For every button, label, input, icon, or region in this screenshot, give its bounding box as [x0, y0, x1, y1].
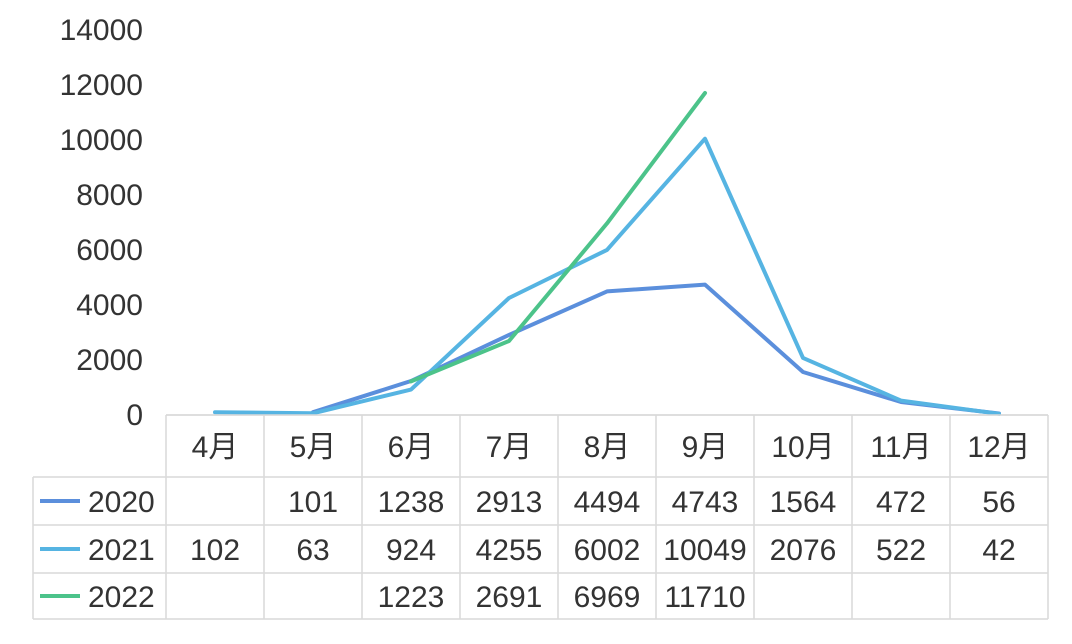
data-value-label: 10049 [663, 534, 746, 567]
y-tick-label: 2000 [76, 344, 143, 377]
y-tick-label: 4000 [76, 289, 143, 322]
legend-label: 2022 [88, 581, 155, 614]
series-2020 [311, 282, 1001, 416]
data-value-label: 1223 [378, 581, 445, 614]
data-value-label: 2913 [476, 486, 543, 519]
data-value-label: 101 [288, 486, 338, 519]
category-label: 11月 [870, 431, 931, 464]
data-value-label: 1238 [378, 486, 445, 519]
plot-area [166, 91, 1048, 416]
data-value-label: 472 [876, 486, 926, 519]
data-value-label: 4494 [574, 486, 641, 519]
y-tick-label: 0 [126, 399, 143, 432]
category-label: 8月 [584, 431, 631, 464]
legend-label: 2021 [88, 534, 155, 567]
data-value-label: 1564 [770, 486, 837, 519]
series-2022 [409, 91, 707, 384]
data-value-label: 4255 [476, 534, 543, 567]
legend-label: 2020 [88, 486, 155, 519]
y-tick-label: 8000 [76, 179, 143, 212]
data-value-label: 2691 [476, 581, 543, 614]
category-label: 5月 [290, 431, 337, 464]
data-value-label: 63 [296, 534, 329, 567]
data-value-label: 522 [876, 534, 926, 567]
y-tick-label: 12000 [60, 69, 143, 102]
category-label: 6月 [388, 431, 435, 464]
data-value-label: 56 [982, 486, 1015, 519]
data-table: 4月 5月 6月 7月 8月 9月 10月 11月 12月 2020 101 1238 2913 4494… [32, 414, 1049, 620]
series-2021 [213, 136, 1001, 416]
category-label: 9月 [682, 431, 729, 464]
category-label: 10月 [771, 431, 834, 464]
category-label: 7月 [486, 431, 533, 464]
data-value-label: 4743 [672, 486, 739, 519]
y-axis: 0 2000 4000 6000 8000 10000 12000 14000 [60, 14, 143, 432]
series-line-2020 [311, 282, 1001, 416]
y-tick-label: 6000 [76, 234, 143, 267]
data-value-label: 2076 [770, 534, 837, 567]
category-label: 4月 [192, 431, 239, 464]
series-line-2021 [213, 136, 1001, 416]
data-value-label: 6969 [574, 581, 641, 614]
data-value-label: 102 [190, 534, 240, 567]
data-value-label: 6002 [574, 534, 641, 567]
data-value-label: 42 [982, 534, 1015, 567]
data-value-label: 11710 [664, 581, 745, 614]
category-label: 12月 [967, 431, 1030, 464]
series-line-2022 [409, 91, 707, 384]
data-value-label: 924 [386, 534, 436, 567]
y-tick-label: 10000 [60, 124, 143, 157]
y-tick-label: 14000 [60, 14, 143, 47]
